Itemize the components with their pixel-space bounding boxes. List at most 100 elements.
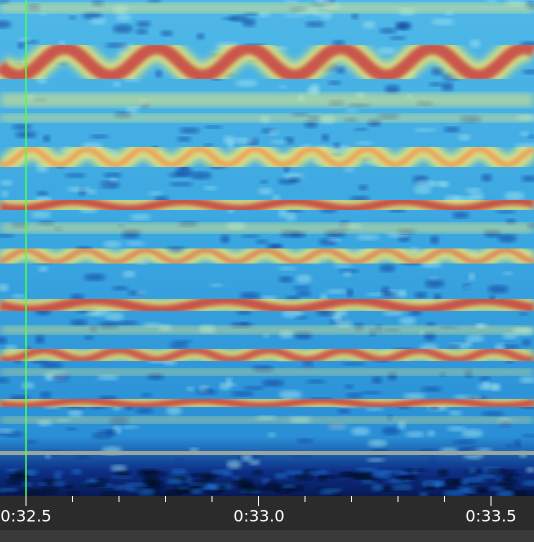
noise-speck: [283, 0, 299, 4]
noise-speck: [24, 489, 45, 497]
noise-speck: [441, 82, 454, 92]
noise-speck: [481, 174, 493, 182]
noise-speck: [116, 320, 139, 326]
noise-speck: [414, 291, 427, 299]
noise-speck: [227, 140, 234, 149]
noise-speck: [385, 479, 405, 483]
harmonic-line: [0, 345, 534, 365]
harmonic-line: [0, 295, 534, 315]
noise-speck: [283, 14, 306, 18]
noise-speck: [95, 478, 109, 482]
noise-speck: [519, 376, 534, 384]
yellow-band: [0, 417, 534, 423]
noise-speck: [521, 480, 534, 486]
noise-speck: [345, 109, 360, 113]
noise-speck: [289, 177, 302, 183]
noise-speck: [444, 479, 462, 485]
yellow-band: [0, 114, 534, 122]
noise-speck: [126, 487, 139, 492]
noise-speck: [377, 47, 396, 55]
noise-speck: [203, 125, 224, 129]
noise-speck: [64, 485, 74, 489]
noise-speck: [186, 482, 205, 486]
noise-speck: [318, 476, 327, 482]
noise-speck: [438, 485, 458, 489]
noise-speck: [220, 234, 230, 244]
noise-speck: [418, 492, 429, 497]
noise-speck: [209, 283, 224, 287]
harmonic-line: [0, 246, 534, 266]
harmonic-line: [0, 196, 534, 214]
noise-speck: [522, 69, 534, 75]
noise-speck: [423, 481, 446, 487]
noise-speck: [379, 27, 397, 34]
noise-speck: [479, 376, 491, 381]
noise-speck: [124, 482, 148, 487]
noise-speck: [206, 490, 223, 495]
noise-speck: [413, 128, 437, 132]
noise-speck: [11, 124, 33, 130]
noise-speck: [240, 322, 248, 326]
noise-speck: [90, 17, 107, 25]
noise-speck: [502, 271, 514, 275]
noise-speck: [282, 484, 296, 488]
noise-speck: [67, 491, 80, 497]
noise-speck: [503, 473, 513, 480]
noise-speck: [305, 21, 325, 28]
noise-speck: [476, 474, 498, 479]
noise-speck: [125, 106, 139, 114]
noise-speck: [203, 186, 218, 191]
noise-speck: [0, 20, 12, 29]
noise-speck: [103, 240, 122, 248]
noise-speck: [506, 444, 514, 448]
noise-speck: [144, 477, 160, 485]
noise-speck: [379, 264, 396, 273]
noise-speck: [362, 20, 376, 29]
noise-speck: [11, 475, 29, 481]
noise-speck: [36, 482, 48, 486]
noise-speck: [53, 473, 62, 480]
noise-speck: [64, 173, 86, 178]
noise-speck: [457, 134, 471, 141]
noise-speck: [400, 289, 407, 298]
noise-speck: [395, 21, 412, 31]
noise-speck: [266, 481, 278, 486]
noise-speck: [0, 233, 15, 238]
noise-speck: [189, 473, 199, 478]
noise-speck: [283, 172, 304, 179]
noise-speck: [201, 474, 215, 482]
noise-speck: [0, 0, 11, 4]
noise-speck: [68, 15, 77, 20]
noise-speck: [292, 285, 311, 290]
noise-speck: [466, 334, 485, 342]
noise-speck: [17, 41, 25, 49]
noise-speck: [257, 11, 271, 18]
noise-speck: [469, 487, 488, 492]
noise-speck: [105, 42, 129, 48]
noise-speck: [261, 379, 285, 387]
noise-speck: [431, 67, 445, 76]
noise-speck: [496, 490, 515, 498]
harmonic-line: [0, 145, 534, 169]
noise-speck: [278, 276, 294, 283]
noise-speck: [320, 487, 343, 492]
noise-speck: [296, 274, 312, 283]
noise-speck: [442, 490, 467, 497]
yellow-band: [0, 223, 534, 233]
noise-speck: [304, 120, 318, 128]
ruler-ticks: [25, 496, 492, 506]
noise-speck: [510, 491, 525, 498]
noise-speck: [42, 487, 57, 495]
noise-speck: [521, 339, 532, 346]
harmonic-line: [0, 396, 534, 410]
noise-speck: [371, 376, 383, 384]
noise-speck: [189, 171, 213, 180]
noise-speck: [242, 12, 259, 16]
noise-speck: [112, 24, 134, 34]
noise-speck: [414, 180, 435, 188]
noise-speck: [176, 136, 192, 142]
noise-speck: [358, 184, 369, 191]
noise-speck: [360, 390, 383, 395]
noise-speck: [296, 290, 312, 297]
